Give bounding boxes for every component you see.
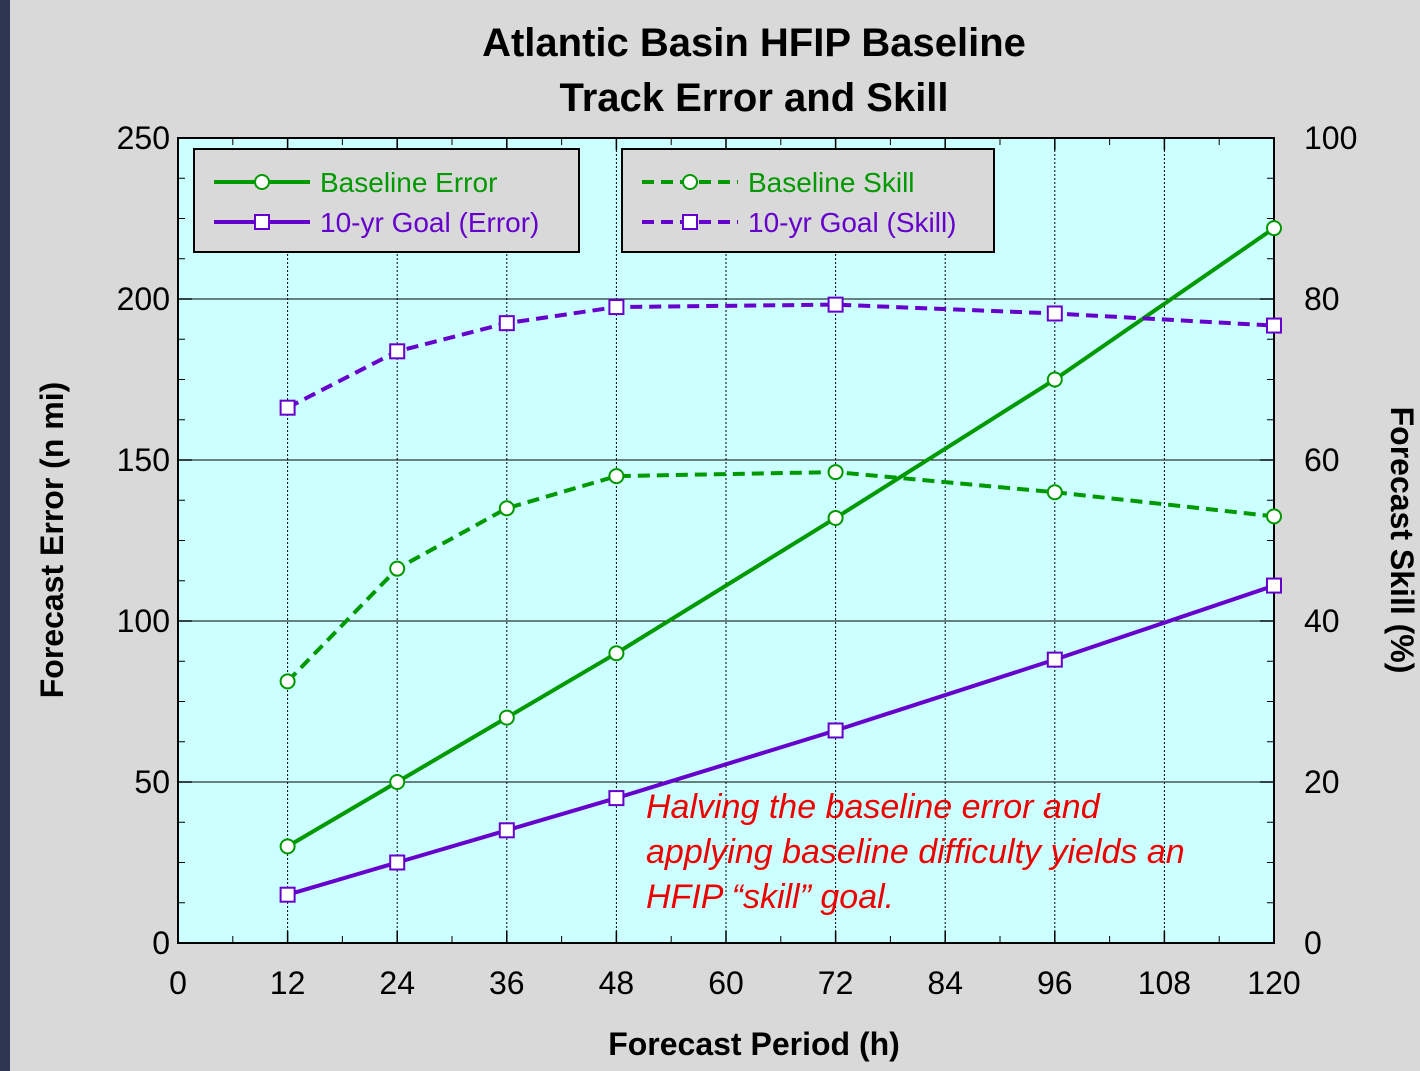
legend-box <box>193 148 580 253</box>
chart-annotation: Halving the baseline error and applying b… <box>646 788 1185 916</box>
x-tick-label: 84 <box>927 965 963 1001</box>
grid-lines <box>178 138 1274 943</box>
legend-swatch-marker <box>254 174 270 190</box>
y2-tick-label: 20 <box>1304 764 1340 800</box>
x-tick-label: 48 <box>599 965 635 1001</box>
y-tick-label: 50 <box>134 764 170 800</box>
y2-tick-label: 0 <box>1304 925 1322 961</box>
x-tick-labels: 0 12 24 36 48 60 72 84 96 108 120 <box>169 965 1301 1001</box>
data-point-10-yr-goal-error <box>389 854 406 871</box>
annotation-line: HFIP “skill” goal. <box>646 878 894 916</box>
y2-axis-label: Forecast Skill (%) <box>1384 407 1420 674</box>
y2-tick-label: 60 <box>1304 442 1340 478</box>
annotation-line: Halving the baseline error and <box>646 788 1101 826</box>
data-point-baseline-skill <box>1046 484 1063 501</box>
x-tick-label: 96 <box>1037 965 1073 1001</box>
annotation-line: applying baseline difficulty yields an <box>646 833 1185 871</box>
plot-area <box>177 137 1275 944</box>
x-tick-label: 108 <box>1138 965 1191 1001</box>
y2-tick-labels: 0 20 40 60 80 100 <box>1304 120 1357 961</box>
y2-tick-label: 40 <box>1304 603 1340 639</box>
data-point-10-yr-goal-error <box>279 886 296 903</box>
legend-label: Baseline Error <box>320 167 497 198</box>
data-point-baseline-error <box>1046 371 1063 388</box>
y-tick-labels: 0 50 100 150 200 250 <box>117 120 170 961</box>
x-axis-label: Forecast Period (h) <box>608 1026 900 1062</box>
x-tick-label: 0 <box>169 965 187 1001</box>
data-point-baseline-error <box>608 645 625 662</box>
data-point-10-yr-goal-error <box>498 822 515 839</box>
y-tick-label: 250 <box>117 120 170 156</box>
x-tick-label: 36 <box>489 965 525 1001</box>
legend-error: Baseline Error 10-yr Goal (Error) <box>193 148 580 253</box>
data-point-baseline-error <box>279 838 296 855</box>
data-point-baseline-error <box>1266 220 1282 237</box>
series-group <box>279 220 1282 903</box>
data-point-baseline-skill <box>389 560 406 577</box>
data-point-10-yr-goal-error <box>827 722 844 739</box>
legend-box <box>621 148 995 253</box>
y2-tick-label: 80 <box>1304 281 1340 317</box>
data-point-10-yr-goal-error <box>608 790 625 807</box>
legend-label: Baseline Skill <box>748 167 915 198</box>
data-point-baseline-skill <box>608 468 625 485</box>
legend-label: 10-yr Goal (Error) <box>320 207 539 238</box>
data-point-10-yr-goal-skill <box>498 315 515 332</box>
y-tick-label: 150 <box>117 442 170 478</box>
chart-title: Atlantic Basin HFIP Baseline <box>482 21 1026 65</box>
data-point-baseline-error <box>498 709 515 726</box>
data-point-baseline-skill <box>498 500 515 517</box>
chart-subtitle: Track Error and Skill <box>559 76 948 120</box>
x-tick-label: 12 <box>270 965 306 1001</box>
y-tick-label: 100 <box>117 603 170 639</box>
track-error-skill-chart: Atlantic Basin HFIP Baseline Track Error… <box>34 21 1420 1062</box>
data-point-baseline-error <box>827 509 844 526</box>
y-axis-label: Forecast Error (n mi) <box>34 382 70 699</box>
data-point-10-yr-goal-skill <box>389 343 406 360</box>
data-point-10-yr-goal-skill <box>1046 305 1063 322</box>
x-tick-label: 24 <box>379 965 415 1001</box>
data-point-10-yr-goal-error <box>1046 651 1063 668</box>
data-point-baseline-skill <box>827 464 844 481</box>
y2-tick-label: 100 <box>1304 120 1357 156</box>
data-point-10-yr-goal-skill <box>279 399 296 416</box>
x-tick-label: 60 <box>708 965 744 1001</box>
x-tick-label: 120 <box>1247 965 1300 1001</box>
legend-swatch-marker <box>682 174 698 190</box>
data-point-baseline-skill <box>279 673 296 690</box>
data-point-baseline-skill <box>1266 508 1282 525</box>
data-point-10-yr-goal-skill <box>1266 317 1282 334</box>
y-tick-label: 200 <box>117 281 170 317</box>
data-point-baseline-error <box>389 774 406 790</box>
legend-swatch-marker <box>254 214 270 230</box>
data-point-10-yr-goal-skill <box>827 296 844 313</box>
data-point-10-yr-goal-skill <box>608 299 625 316</box>
slide-panel: Atlantic Basin HFIP Baseline Track Error… <box>10 0 1420 1071</box>
x-tick-label: 72 <box>818 965 854 1001</box>
legend-swatch-marker <box>682 214 698 230</box>
y-tick-label: 0 <box>152 925 170 961</box>
legend-skill: Baseline Skill 10-yr Goal (Skill) <box>621 148 995 253</box>
legend-label: 10-yr Goal (Skill) <box>748 207 956 238</box>
axis-ticks <box>177 137 1275 944</box>
data-point-10-yr-goal-error <box>1266 577 1282 594</box>
